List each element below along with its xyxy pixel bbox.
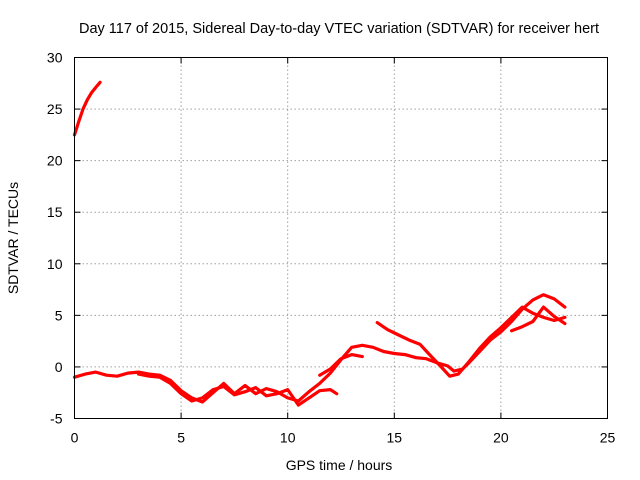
x-tick-label: 20 [493,430,509,446]
x-tick-label: 0 [71,430,79,446]
x-tick-label: 10 [280,430,296,446]
y-tick-label: 20 [47,153,63,169]
y-tick-label: 15 [47,204,63,220]
y-axis-label: SDTVAR / TECUs [5,182,21,294]
y-tick-label: 5 [55,307,63,323]
series-line-2 [72,293,567,404]
y-tick-label: -5 [50,411,63,427]
x-tick-label: 25 [600,430,616,446]
series-line-3 [136,372,339,407]
series-line-4 [318,353,364,377]
x-tick-label: 15 [387,430,403,446]
chart-title: Day 117 of 2015, Sidereal Day-to-day VTE… [79,21,599,37]
y-tick-label: 30 [47,50,63,66]
series-line-6 [510,305,567,333]
series-line-5 [375,305,567,378]
plot-frame [74,57,608,419]
y-tick-label: 25 [47,101,63,117]
x-tick-label: 5 [177,430,185,446]
y-tick-label: 10 [47,256,63,272]
data-series [72,80,567,407]
grid [74,57,608,419]
y-tick-label: 0 [55,359,63,375]
x-axis-label: GPS time / hours [286,457,393,473]
y-tick-labels: -5 0 5 10 15 20 25 30 [47,50,63,427]
x-tick-labels: 0 5 10 15 20 25 [71,430,616,446]
series-line-1 [72,80,102,137]
axis-ticks [74,57,608,419]
